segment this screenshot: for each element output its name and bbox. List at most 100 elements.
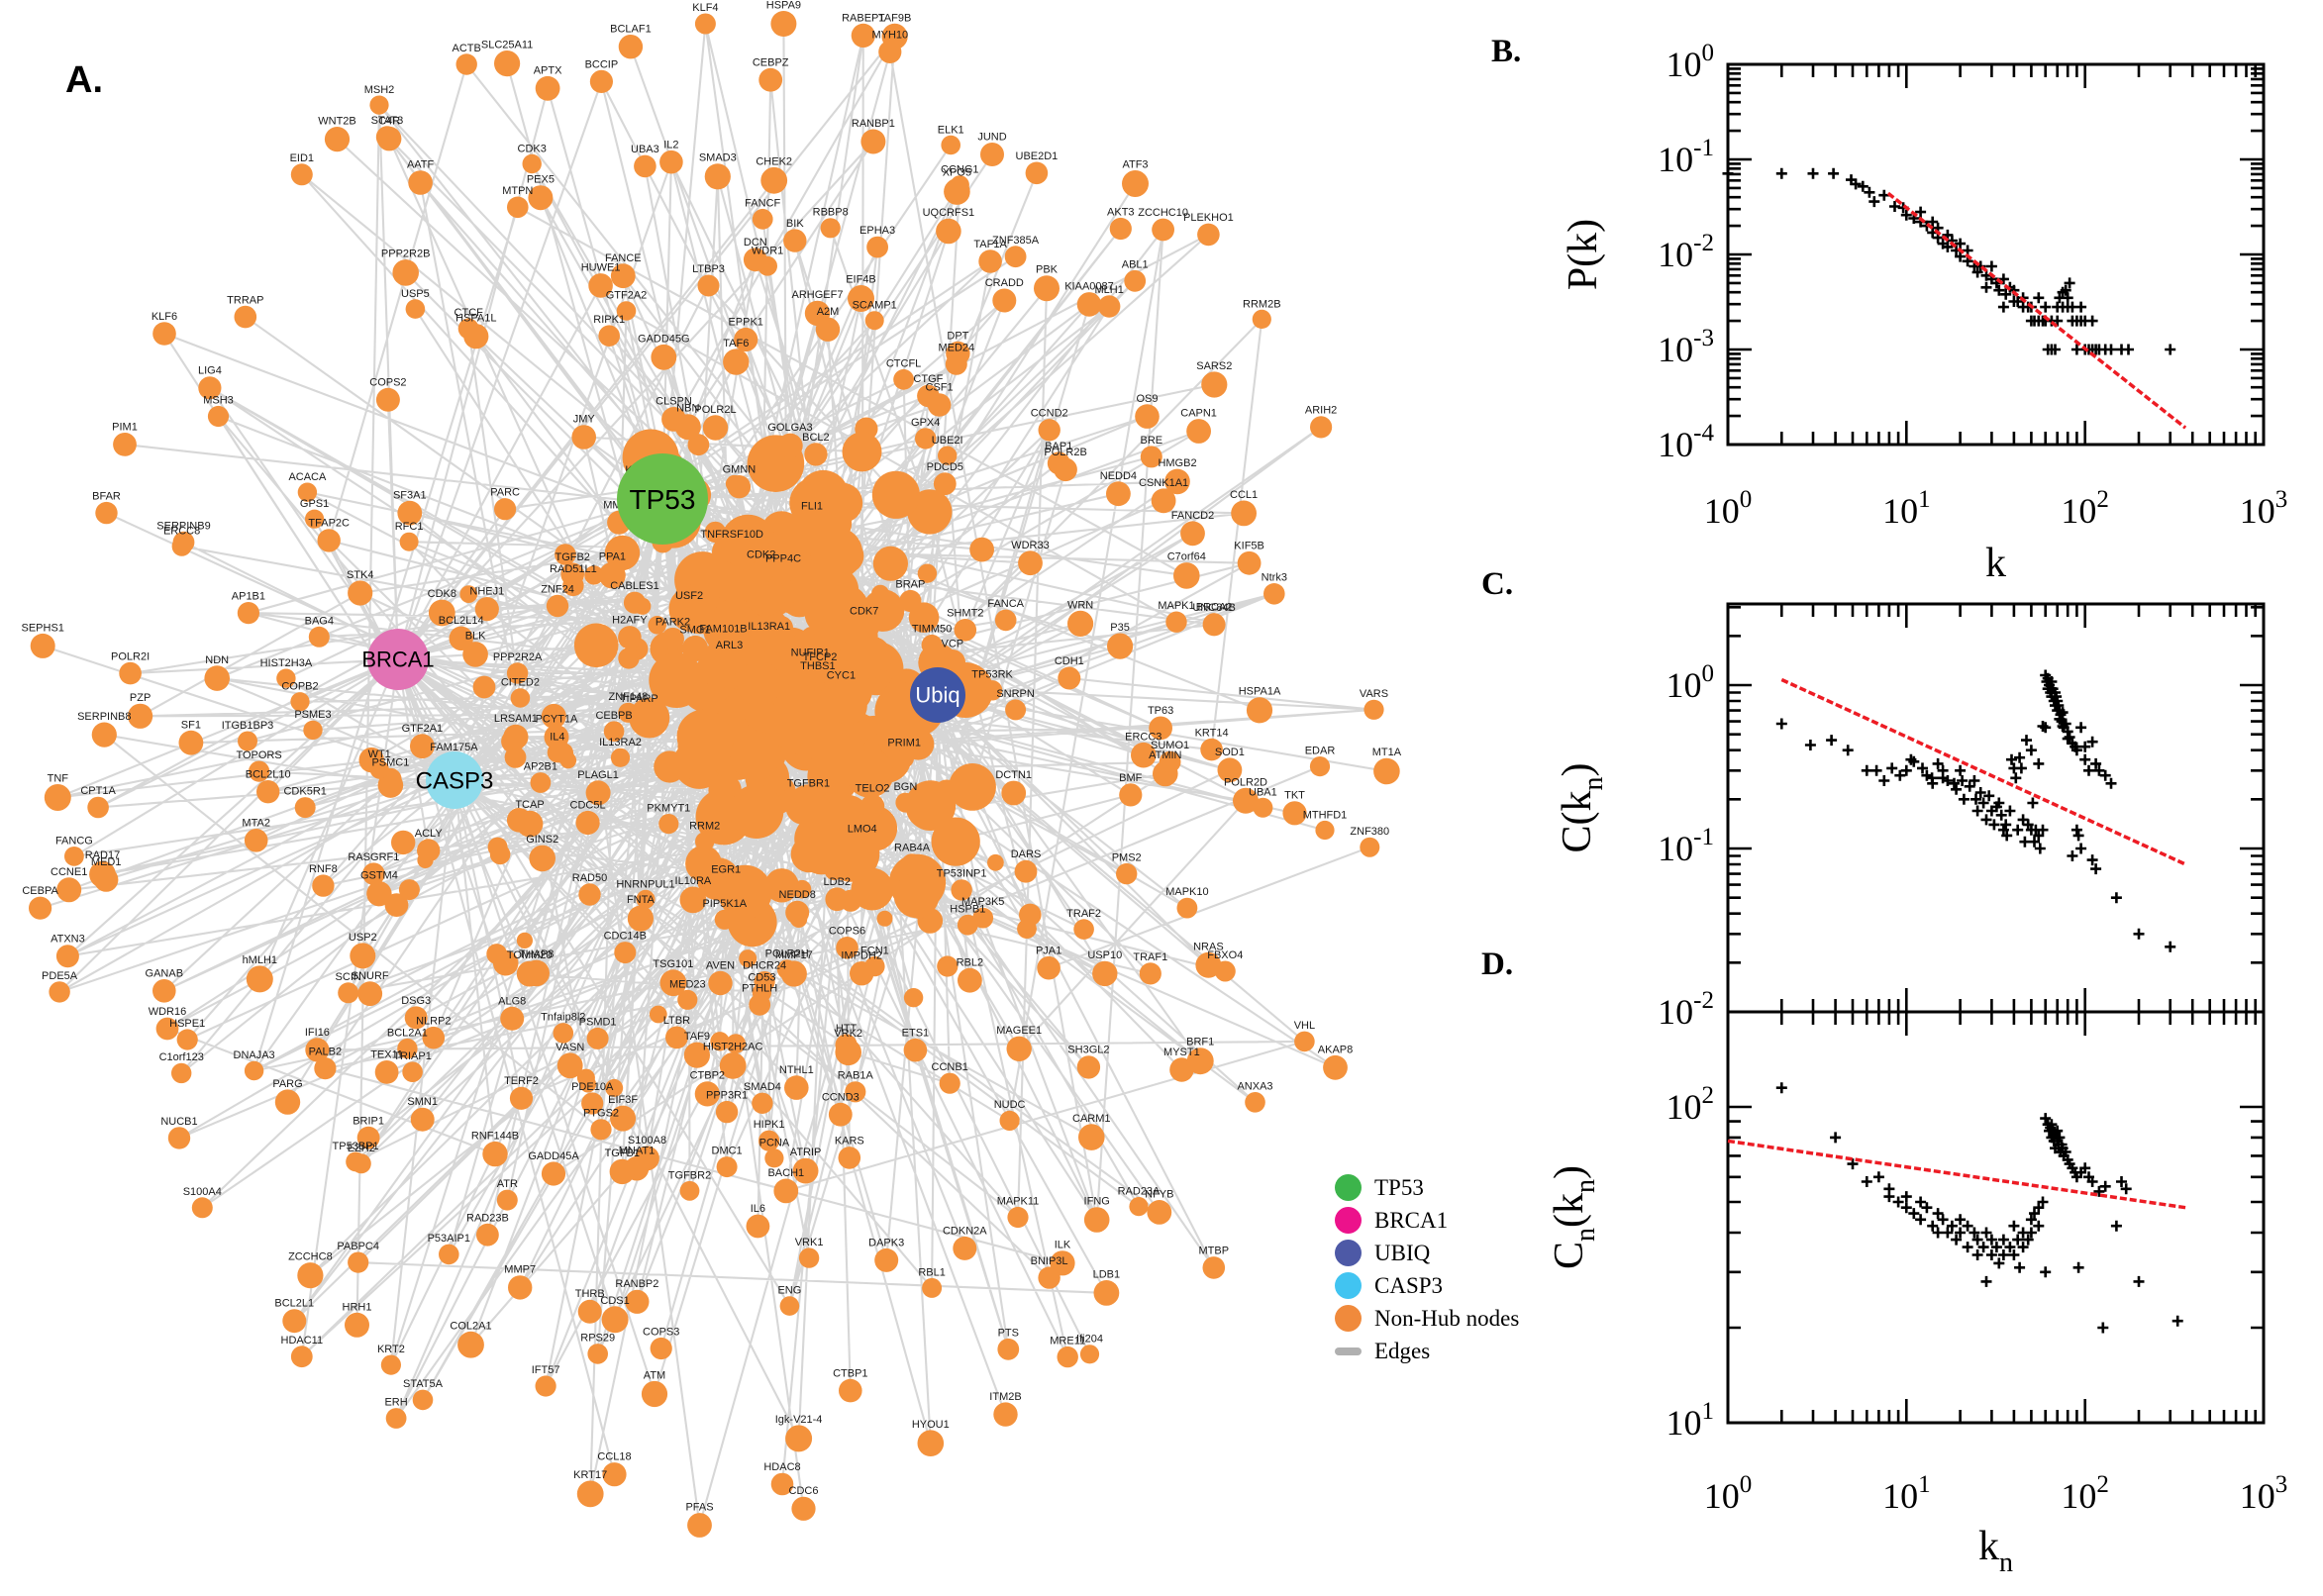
node-label: Tnfaip8l2 [541,1012,585,1024]
panel-d-letter: D. [1481,947,1514,982]
scatter-points [1775,669,2176,952]
node-label: MYST1 [1163,1047,1200,1058]
nonhub-node [385,1408,407,1429]
node-label: S100A8 [628,1135,666,1147]
tick-label: 100 [1704,486,1753,531]
node-label: BCL2L14 [439,615,484,627]
node-label: GMNN [723,464,757,476]
node-label: ARIH2 [1305,405,1337,417]
node-label: TOMM20 [507,949,553,961]
nonhub-node [610,263,636,289]
node-label: SUMO1 [1151,740,1189,751]
nonhub-node [878,40,902,63]
nonhub-node [1202,613,1226,637]
nonhub-node [872,546,909,581]
node-label: TERF2 [504,1075,539,1087]
nonhub-node [944,178,970,205]
node-label: DHCR24 [743,960,786,972]
nonhub-node [835,1034,858,1056]
plot-B: 100 10-1 10-2 10-3 10-4 100 101 102 103 k P(k) [1561,40,2287,586]
node-label: DCTN1 [995,769,1032,781]
node-label: P35 [1110,622,1130,634]
nonhub-node [616,301,637,321]
fit-line [1780,677,2186,866]
nonhub-node [506,662,529,684]
nonhub-node [1014,859,1038,883]
nonhub-node [397,500,423,526]
nonhub-node [191,1197,213,1219]
nonhub-nodes-layer [28,11,1400,1538]
hub-node-brca1: BRCA1 [361,629,435,690]
nonhub-node [234,305,257,329]
nonhub-node [743,248,767,272]
nonhub-node [1037,955,1060,980]
nonhub-node [779,1296,800,1316]
nonhub-node [972,907,994,929]
node-label: BRAP [895,578,925,590]
nonhub-node [939,1072,960,1094]
node-label: AATF [407,159,435,171]
node-label: HIST2H2AC [703,1042,763,1053]
node-label: CCNE1 [50,866,87,878]
node-label: H2AFY [612,615,648,627]
nonhub-node [119,661,142,685]
node-label: CRADD [985,277,1024,289]
nonhub-node [590,1119,612,1141]
nonhub-node [449,626,473,650]
node-label: CEBPA [22,885,58,897]
tick-label: 100 [1704,1471,1753,1516]
nonhub-node [716,1156,738,1178]
node-label: TGFBR2 [668,1170,711,1182]
node-label: GTF2A1 [402,723,444,735]
node-label: THRB [575,1288,605,1300]
node-label: ANXA3 [1237,1081,1272,1093]
nonhub-node [798,512,826,539]
node-label: DAPK3 [868,1237,904,1248]
node-label: RAB4A [894,843,931,854]
nonhub-node [679,1180,700,1201]
nonhub-node [1139,962,1162,985]
node-label: SCAMP1 [853,300,897,312]
node-label: BGN [893,781,917,793]
nonhub-node [1165,611,1187,633]
nonhub-node [677,718,733,773]
node-label: TEX11 [370,1049,403,1061]
nonhub-node [627,905,655,932]
nonhub-node [64,847,84,866]
legend-item-nonhub: Non-Hub nodes [1335,1302,1519,1335]
nonhub-node [828,1102,853,1127]
node-label: HSPA1A [1239,686,1281,698]
nonhub-node [290,692,310,712]
nonhub-node [712,598,757,643]
node-label: WNT2B [318,116,356,128]
nonhub-node [1202,1256,1226,1279]
node-label: COPS6 [829,926,865,938]
node-label: IFNG [1084,1196,1110,1208]
nonhub-node [346,1151,365,1172]
node-label: MED1 [91,856,122,868]
node-label: USF2 [675,590,703,602]
node-label: POLR2H [765,948,809,960]
hub-node-tp53: TP53 [617,453,708,545]
legend-item-tp53: TP53 [1335,1171,1519,1204]
node-label: PARK2 [656,616,690,628]
nonhub-node [1093,1280,1120,1306]
node-label: UBA3 [631,144,659,155]
node-label: CD53 [748,971,775,983]
nonhub-node [541,1161,566,1186]
node-label: TAF6 [723,338,749,349]
nonhub-node [1263,583,1285,605]
nonhub-node [853,617,875,640]
node-label: TKT [1284,790,1305,802]
node-label: FBXO4 [1207,949,1243,961]
nonhub-node [305,1038,330,1062]
node-label: KRT2 [377,1344,405,1355]
nonhub-node [661,627,684,650]
nonhub-node [1007,1206,1029,1229]
node-label: ITGB1BP3 [222,720,274,732]
node-label: TP53BP1 [333,1141,379,1152]
nonhub-node [876,910,893,927]
node-label: BRF1 [1186,1037,1214,1048]
nonhub-node [618,626,642,649]
node-label: CSF1 [926,382,954,394]
